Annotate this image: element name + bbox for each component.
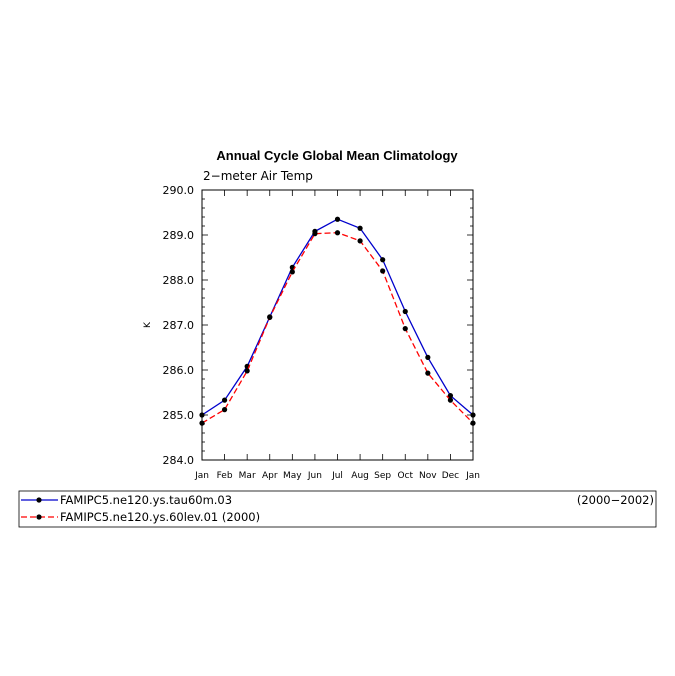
x-tick-label: Mar — [239, 471, 256, 481]
data-point — [425, 354, 431, 360]
x-tick-label: Dec — [442, 471, 459, 481]
data-point — [380, 268, 386, 274]
y-tick-label: 285.0 — [163, 409, 195, 422]
legend-box — [18, 490, 657, 528]
x-tick-label: Jul — [331, 471, 343, 481]
x-tick-label: Apr — [262, 471, 278, 481]
legend-period-1: (2000−2002) — [577, 493, 654, 507]
legend-label-1: FAMIPC5.ne120.ys.tau60m.03 — [60, 493, 232, 507]
data-point — [334, 230, 341, 236]
x-tick-label: Jan — [194, 471, 209, 481]
data-point — [289, 269, 295, 275]
data-point — [402, 308, 408, 315]
data-point — [380, 257, 386, 263]
y-axis-label: K — [143, 321, 153, 328]
y-tick-label: 284.0 — [163, 454, 195, 467]
data-point — [447, 393, 454, 399]
x-tick-label: Jan — [465, 471, 480, 481]
chart-title: Annual Cycle Global Mean Climatology — [216, 148, 458, 163]
data-point — [334, 216, 341, 222]
plot-frame — [201, 189, 474, 461]
data-series — [199, 216, 476, 426]
y-tick-label: 289.0 — [163, 229, 195, 242]
x-tick-label: Sep — [374, 471, 391, 481]
x-tick-label: Oct — [397, 471, 413, 481]
data-point — [447, 397, 454, 403]
y-tick-label: 287.0 — [163, 319, 195, 332]
data-point — [221, 397, 228, 403]
axis-ticks: 284.0 285.0 286.0 287.0 288.0 289.0 290.0 Jan Fe… — [163, 184, 480, 481]
y-tick-label: 290.0 — [163, 184, 195, 197]
x-tick-label: Feb — [217, 471, 233, 481]
legend-marker — [36, 497, 42, 503]
y-tick-label: 286.0 — [163, 364, 195, 377]
x-tick-label: Jun — [307, 471, 322, 481]
data-point — [221, 407, 228, 413]
y-tick-label: 288.0 — [163, 274, 195, 287]
x-tick-label: May — [283, 471, 302, 481]
legend: FAMIPC5.ne120.ys.tau60m.03 (2000−2002) FAM… — [18, 490, 657, 528]
legend-marker — [36, 514, 42, 520]
data-point — [267, 314, 273, 320]
data-point — [357, 225, 363, 231]
data-point — [402, 326, 408, 332]
x-tick-label: Aug — [351, 471, 369, 481]
data-point — [244, 368, 250, 374]
data-point — [357, 238, 363, 244]
series-line-2 — [201, 232, 474, 424]
data-point — [312, 231, 318, 237]
data-point — [425, 370, 431, 376]
chart-subtitle: 2−meter Air Temp — [203, 169, 313, 183]
series-line-1 — [201, 218, 474, 416]
legend-label-2: FAMIPC5.ne120.ys.60lev.01 (2000) — [60, 510, 260, 524]
x-tick-label: Nov — [419, 471, 437, 481]
